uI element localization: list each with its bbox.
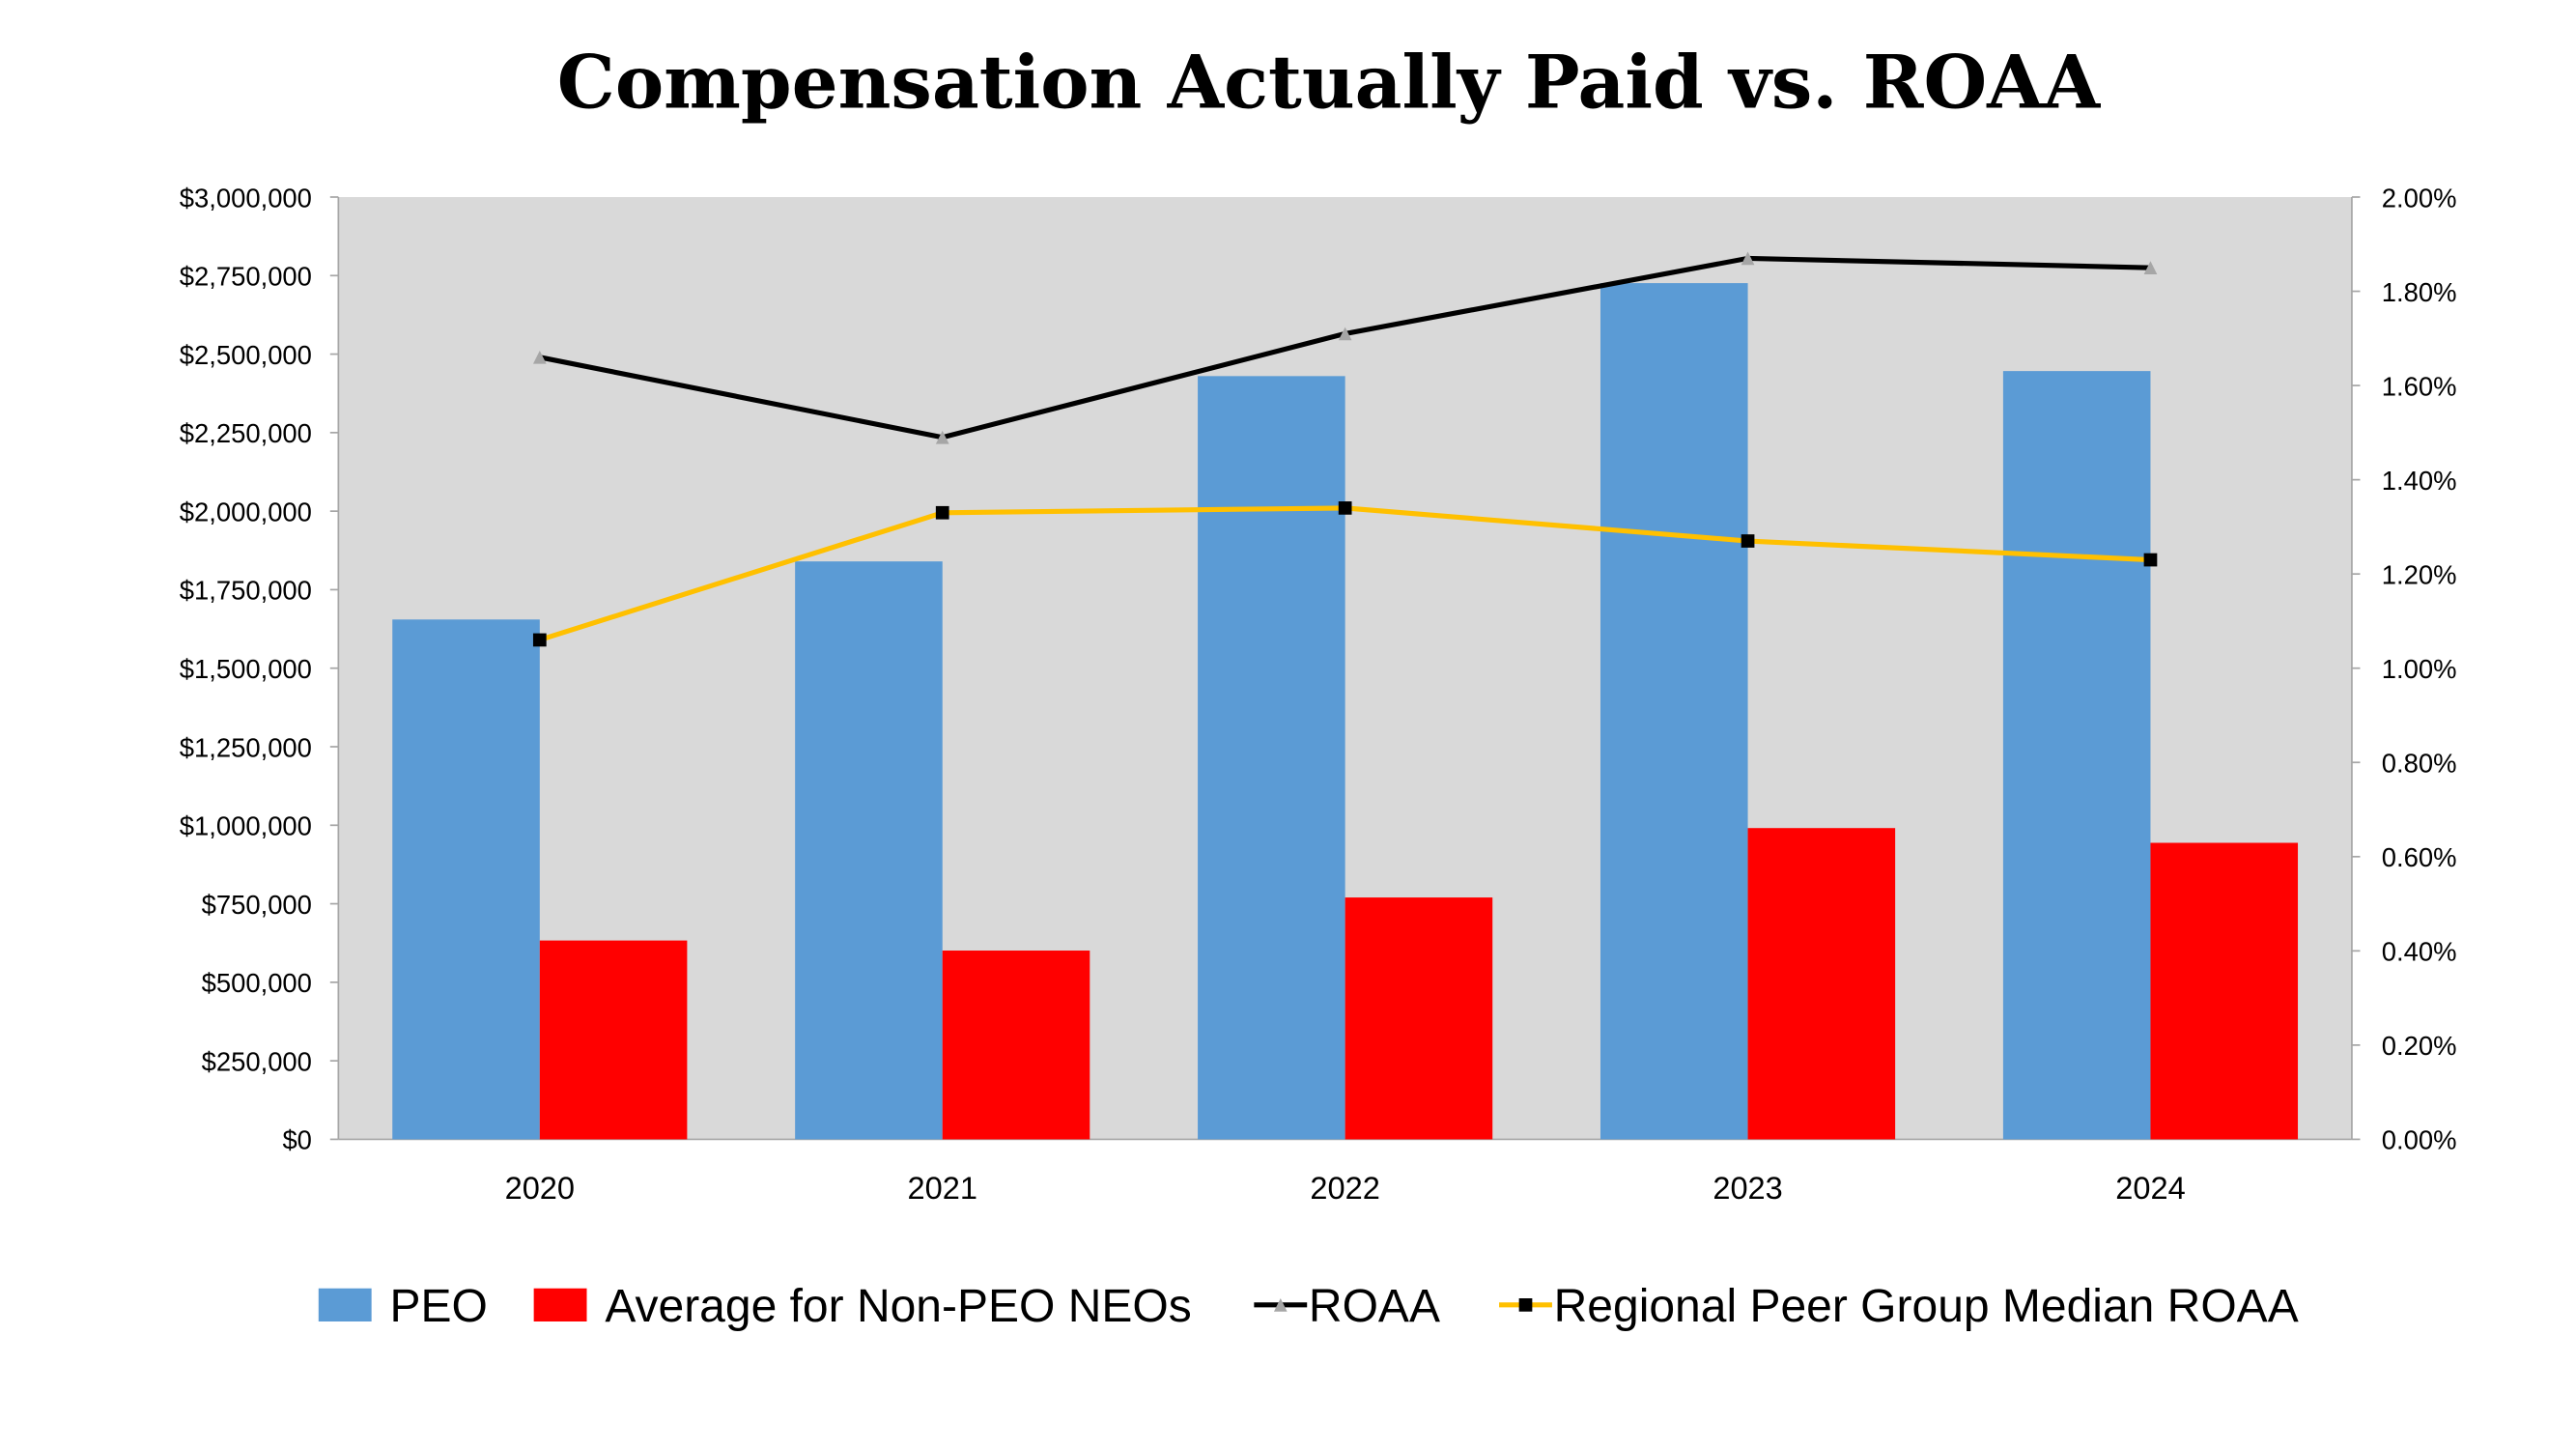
marker-roaa [532,350,547,364]
bar-average-for-non-peo-neos-2020 [539,940,688,1140]
bar-peo-2021 [795,561,943,1140]
x-tick-label: 2021 [908,1171,977,1206]
left-tick-label: $1,500,000 [180,654,312,684]
right-tick-label: 1.20% [2382,559,2457,589]
right-tick-label: 0.40% [2382,937,2457,967]
marker-roaa [935,430,949,444]
bar-peo-2024 [2002,371,2151,1140]
bar-average-for-non-peo-neos-2021 [942,951,1090,1140]
x-tick-label: 2023 [1713,1171,1782,1206]
x-tick-label: 2020 [505,1171,575,1206]
right-tick-label: 1.80% [2382,277,2457,307]
marker-regional-peer-group-median-roaa [532,633,547,647]
legend-label-roaa: ROAA [1309,1281,1440,1332]
legend-marker-roaa [1273,1298,1288,1312]
marker-regional-peer-group-median-roaa [1338,501,1352,515]
marker-roaa [1741,251,1755,266]
bar-peo-2022 [1198,376,1345,1140]
left-tick-label: $1,750,000 [180,576,312,606]
legend-label-regional-peer-group-median-roaa: Regional Peer Group Median ROAA [1554,1281,2299,1332]
bar-peo-2023 [1599,283,1748,1140]
x-tick-label: 2022 [1310,1171,1379,1206]
marker-roaa [1338,327,1352,341]
left-tick-label: $1,000,000 [180,811,312,841]
right-tick-label: 0.20% [2382,1031,2457,1061]
right-tick-label: 0.80% [2382,749,2457,779]
legend-swatch-peo [318,1288,372,1321]
legend-label-peo: PEO [390,1281,488,1332]
chart-title: Compensation Actually Paid vs. ROAA [557,39,2102,125]
left-tick-label: $0 [282,1125,311,1155]
marker-regional-peer-group-median-roaa [1741,534,1755,548]
bar-average-for-non-peo-neos-2022 [1345,897,1493,1140]
legend-swatch-average-for-non-peo-neos [533,1288,587,1321]
left-tick-label: $3,000,000 [180,183,312,213]
right-tick-label: 1.60% [2382,371,2457,401]
left-tick-label: $2,750,000 [180,262,312,292]
left-tick-label: $500,000 [202,968,312,998]
right-tick-label: 1.40% [2382,466,2457,496]
marker-roaa [2143,261,2158,275]
right-tick-label: 0.00% [2382,1125,2457,1155]
marker-regional-peer-group-median-roaa [935,505,949,520]
legend-label-average-for-non-peo-neos: Average for Non-PEO NEOs [605,1281,1191,1332]
legend: PEO Average for Non-PEO NEOs ROAA Regional … [318,1281,2299,1332]
left-tick-label: $2,000,000 [180,497,312,526]
right-tick-label: 1.00% [2382,654,2457,684]
right-tick-label: 2.00% [2382,183,2457,213]
legend-marker-regional-peer-group-median-roaa [1518,1298,1533,1312]
bar-peo-2020 [392,619,540,1140]
left-tick-label: $1,250,000 [180,732,312,762]
x-tick-label: 2024 [2115,1171,2185,1206]
left-tick-label: $750,000 [202,890,312,920]
bar-average-for-non-peo-neos-2024 [2150,842,2299,1140]
bar-average-for-non-peo-neos-2023 [1747,828,1896,1140]
left-tick-label: $250,000 [202,1046,312,1076]
marker-regional-peer-group-median-roaa [2143,553,2158,567]
left-tick-label: $2,250,000 [180,418,312,448]
left-tick-label: $2,500,000 [180,340,312,370]
right-tick-label: 0.60% [2382,842,2457,872]
